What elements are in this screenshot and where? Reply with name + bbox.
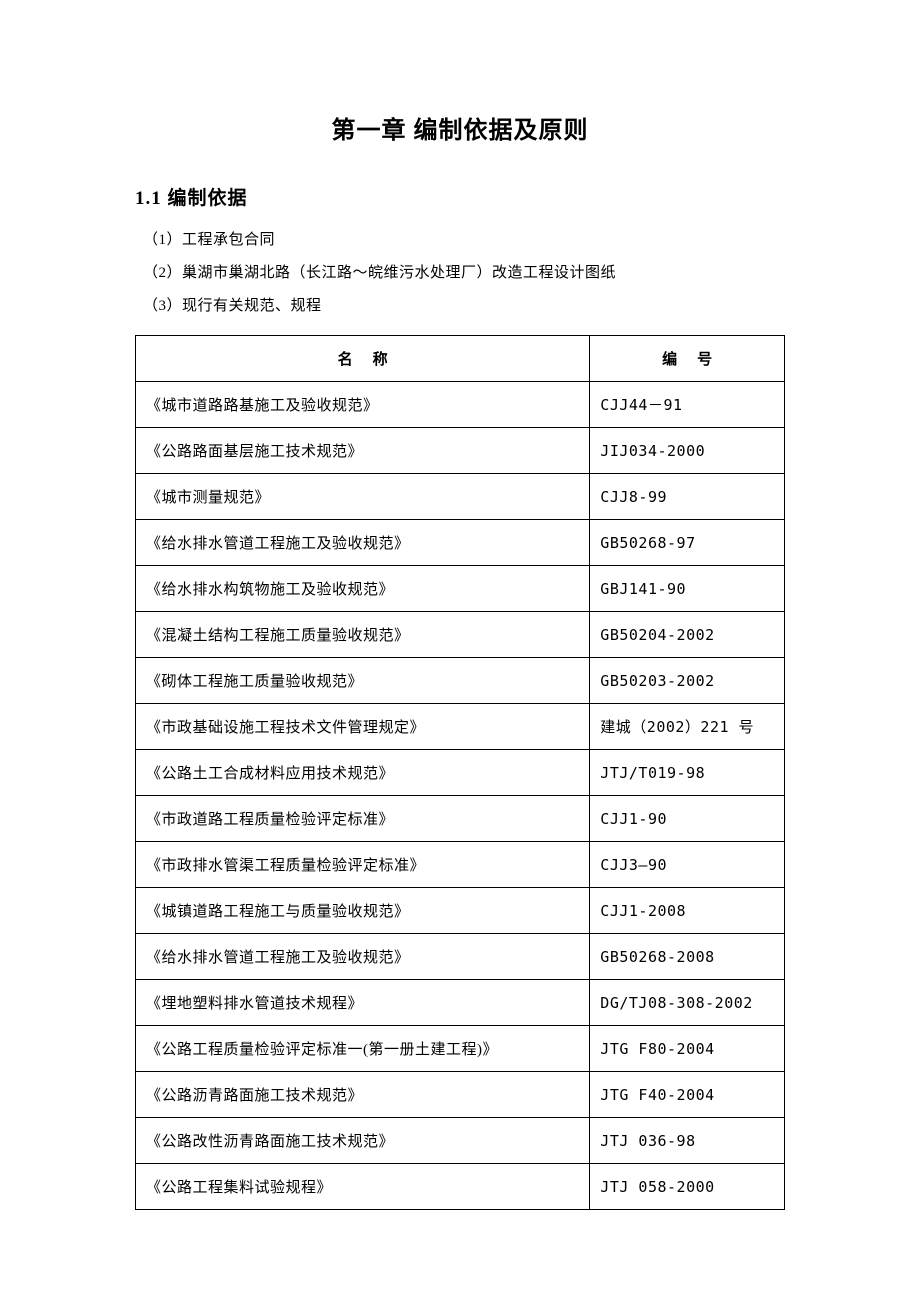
table-header-row: 名称 编号 xyxy=(136,336,785,382)
standard-name: 《给水排水管道工程施工及验收规范》 xyxy=(136,934,590,980)
basis-item-3: （3）现行有关规范、规程 xyxy=(143,290,785,323)
table-row: 《公路土工合成材料应用技术规范》JTJ/T019-98 xyxy=(136,750,785,796)
standard-name: 《市政道路工程质量检验评定标准》 xyxy=(136,796,590,842)
standard-code: 建城（2002）221 号 xyxy=(590,704,785,750)
standard-name: 《公路工程质量检验评定标准一(第一册土建工程)》 xyxy=(136,1026,590,1072)
standard-name: 《公路土工合成材料应用技术规范》 xyxy=(136,750,590,796)
standard-name: 《给水排水构筑物施工及验收规范》 xyxy=(136,566,590,612)
table-row: 《城市道路路基施工及验收规范》CJJ44－91 xyxy=(136,382,785,428)
standard-name: 《埋地塑料排水管道技术规程》 xyxy=(136,980,590,1026)
standard-code: JTJ 036-98 xyxy=(590,1118,785,1164)
standard-code: CJJ8-99 xyxy=(590,474,785,520)
table-row: 《混凝土结构工程施工质量验收规范》GB50204-2002 xyxy=(136,612,785,658)
standard-name: 《市政排水管渠工程质量检验评定标准》 xyxy=(136,842,590,888)
standard-code: GB50204-2002 xyxy=(590,612,785,658)
standard-code: GB50268-2008 xyxy=(590,934,785,980)
table-row: 《市政基础设施工程技术文件管理规定》建城（2002）221 号 xyxy=(136,704,785,750)
standard-code: GBJ141-90 xyxy=(590,566,785,612)
standard-name: 《城镇道路工程施工与质量验收规范》 xyxy=(136,888,590,934)
standard-name: 《公路路面基层施工技术规范》 xyxy=(136,428,590,474)
standard-name: 《市政基础设施工程技术文件管理规定》 xyxy=(136,704,590,750)
section-number: 1.1 xyxy=(135,188,162,209)
standard-code: JTG F80-2004 xyxy=(590,1026,785,1072)
header-name: 名称 xyxy=(136,336,590,382)
table-row: 《城镇道路工程施工与质量验收规范》CJJ1-2008 xyxy=(136,888,785,934)
standard-name: 《公路沥青路面施工技术规范》 xyxy=(136,1072,590,1118)
table-row: 《公路路面基层施工技术规范》JIJ034-2000 xyxy=(136,428,785,474)
standard-code: CJJ3—90 xyxy=(590,842,785,888)
table-row: 《公路工程质量检验评定标准一(第一册土建工程)》JTG F80-2004 xyxy=(136,1026,785,1072)
table-row: 《埋地塑料排水管道技术规程》DG/TJ08-308-2002 xyxy=(136,980,785,1026)
standard-code: CJJ1-2008 xyxy=(590,888,785,934)
standard-code: CJJ1-90 xyxy=(590,796,785,842)
standard-code: GB50268-97 xyxy=(590,520,785,566)
standard-code: JTG F40-2004 xyxy=(590,1072,785,1118)
table-row: 《砌体工程施工质量验收规范》GB50203-2002 xyxy=(136,658,785,704)
table-row: 《给水排水管道工程施工及验收规范》GB50268-97 xyxy=(136,520,785,566)
table-body: 《城市道路路基施工及验收规范》CJJ44－91《公路路面基层施工技术规范》JIJ… xyxy=(136,382,785,1210)
standard-name: 《公路工程集料试验规程》 xyxy=(136,1164,590,1210)
section-heading: 编制依据 xyxy=(168,188,248,209)
standard-name: 《城市测量规范》 xyxy=(136,474,590,520)
basis-item-2: （2）巢湖市巢湖北路（长江路～皖维污水处理厂）改造工程设计图纸 xyxy=(143,257,785,290)
standard-code: JIJ034-2000 xyxy=(590,428,785,474)
standard-name: 《混凝土结构工程施工质量验收规范》 xyxy=(136,612,590,658)
section-title: 1.1 编制依据 xyxy=(135,183,785,210)
standard-name: 《公路改性沥青路面施工技术规范》 xyxy=(136,1118,590,1164)
standards-table: 名称 编号 《城市道路路基施工及验收规范》CJJ44－91《公路路面基层施工技术… xyxy=(135,335,785,1210)
table-row: 《公路沥青路面施工技术规范》JTG F40-2004 xyxy=(136,1072,785,1118)
standard-code: CJJ44－91 xyxy=(590,382,785,428)
table-row: 《给水排水构筑物施工及验收规范》GBJ141-90 xyxy=(136,566,785,612)
standard-name: 《给水排水管道工程施工及验收规范》 xyxy=(136,520,590,566)
table-row: 《给水排水管道工程施工及验收规范》GB50268-2008 xyxy=(136,934,785,980)
table-row: 《公路改性沥青路面施工技术规范》JTJ 036-98 xyxy=(136,1118,785,1164)
basis-item-1: （1）工程承包合同 xyxy=(143,224,785,257)
table-row: 《城市测量规范》CJJ8-99 xyxy=(136,474,785,520)
standard-code: JTJ 058-2000 xyxy=(590,1164,785,1210)
standard-code: GB50203-2002 xyxy=(590,658,785,704)
standard-name: 《砌体工程施工质量验收规范》 xyxy=(136,658,590,704)
table-row: 《市政道路工程质量检验评定标准》CJJ1-90 xyxy=(136,796,785,842)
standard-name: 《城市道路路基施工及验收规范》 xyxy=(136,382,590,428)
header-code: 编号 xyxy=(590,336,785,382)
standard-code: DG/TJ08-308-2002 xyxy=(590,980,785,1026)
table-row: 《市政排水管渠工程质量检验评定标准》CJJ3—90 xyxy=(136,842,785,888)
chapter-title: 第一章 编制依据及原则 xyxy=(135,110,785,145)
standard-code: JTJ/T019-98 xyxy=(590,750,785,796)
table-row: 《公路工程集料试验规程》JTJ 058-2000 xyxy=(136,1164,785,1210)
